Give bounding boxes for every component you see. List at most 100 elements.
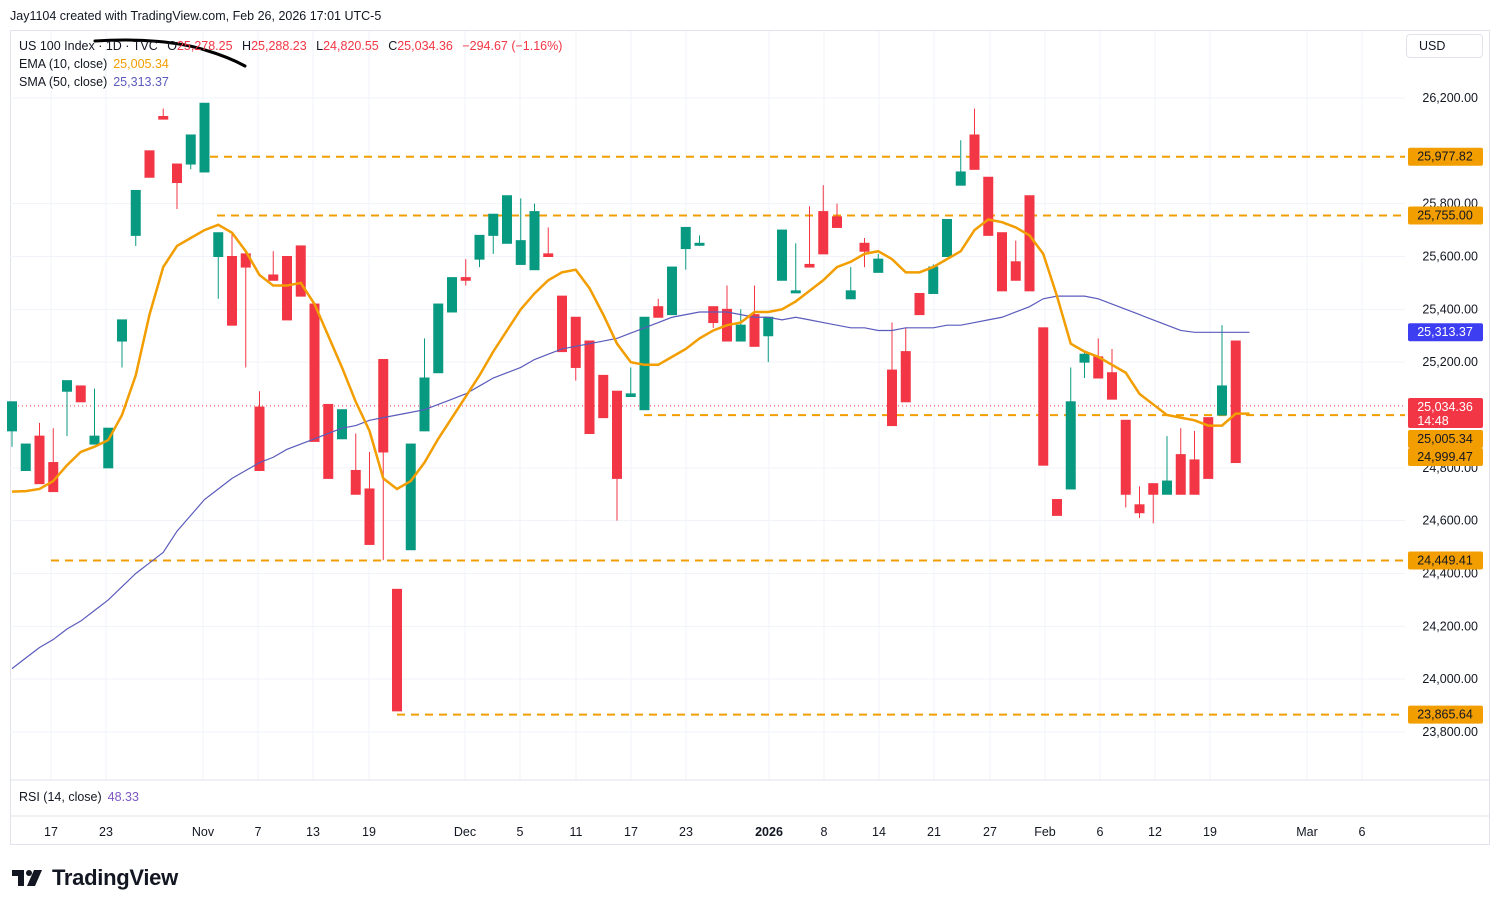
x-tick-label: 17 [624, 825, 638, 839]
candle [350, 433, 361, 495]
candle-body [474, 234, 485, 260]
candle-body [1189, 459, 1200, 495]
candle-body [1134, 504, 1145, 514]
candle [1065, 367, 1076, 490]
candle-body [213, 232, 224, 258]
y-tick-label: 25,600.00 [1422, 250, 1478, 264]
candle-body [20, 443, 31, 471]
x-tick-label: 12 [1148, 825, 1162, 839]
close-tag-price: 25,034.36 [1417, 400, 1473, 414]
candle [680, 226, 691, 270]
candle [1120, 419, 1131, 508]
candle [598, 374, 609, 419]
candlesticks [7, 102, 1241, 712]
candle-body [89, 435, 100, 445]
x-tick-label: 17 [44, 825, 58, 839]
candle-body [350, 469, 361, 495]
candle [227, 232, 237, 326]
candle [433, 303, 444, 374]
ema-row[interactable]: EMA (10, close) 25,005.34 [19, 55, 562, 73]
candle [1189, 430, 1200, 495]
level-tag: 25,977.82 [1408, 147, 1483, 166]
price-axis: 26,200.0025,800.0025,600.0025,400.0025,2… [1422, 91, 1478, 739]
candle [983, 176, 994, 236]
candle-body [405, 443, 416, 551]
candle [7, 401, 17, 447]
candle-body [955, 171, 966, 186]
candle-body [433, 303, 444, 374]
candle-body [777, 229, 787, 281]
candle [942, 219, 952, 257]
x-tick-label: 21 [927, 825, 941, 839]
candle [268, 251, 279, 281]
candle-body [1052, 499, 1062, 516]
x-tick-label: 6 [1097, 825, 1104, 839]
candle [1010, 240, 1021, 281]
candle [790, 243, 801, 294]
candle [460, 259, 471, 286]
candle [1038, 327, 1049, 466]
symbol-name[interactable]: US 100 Index · 1D · TVC [19, 39, 158, 53]
candle [419, 338, 430, 432]
candle-body [295, 245, 306, 297]
currency-selector[interactable]: USD [1406, 34, 1483, 58]
candle-body [557, 295, 567, 353]
level-tag: 25,755.00 [1408, 206, 1483, 225]
candle-body [1038, 327, 1049, 466]
x-tick-label: 7 [255, 825, 262, 839]
candle-body [859, 242, 870, 252]
candle [1162, 436, 1172, 495]
candle-body [62, 380, 72, 392]
candle-body [735, 324, 746, 342]
sma-price-tag: 25,313.37 [1408, 323, 1483, 342]
chart-legend: US 100 Index · 1D · TVC O25,278.25 H25,2… [19, 37, 562, 91]
level-tag-bg [1408, 206, 1483, 225]
candle-body [130, 189, 141, 236]
candle-body [1065, 401, 1076, 490]
candle [557, 295, 567, 353]
candle-body [392, 588, 402, 712]
candle-body [502, 195, 512, 244]
price-tags: 25,977.82 25,755.00 24,999.47 24,449.41 23,8… [1408, 147, 1483, 724]
candle-body [983, 176, 994, 236]
rsi-legend[interactable]: RSI (14, close) 48.33 [19, 790, 139, 804]
candle [653, 298, 664, 318]
ema-price-tag-bg [1408, 430, 1483, 448]
candle-body [254, 406, 265, 471]
candle-body [117, 319, 127, 342]
indicator-lines [11, 218, 1250, 670]
candle [295, 245, 306, 297]
candle-body [309, 303, 320, 442]
candle-body [942, 219, 952, 257]
x-tick-label: 2026 [755, 825, 783, 839]
level-tag-bg [1408, 147, 1483, 166]
candle-body [625, 393, 636, 398]
candle [240, 253, 251, 368]
sma-row[interactable]: SMA (50, close) 25,313.37 [19, 73, 562, 91]
high-value: 25,288.23 [251, 39, 307, 53]
x-tick-label: 14 [872, 825, 886, 839]
time-axis: 17 23 Nov 7 13 19 Dec 5 11 17 23 2026 8 14 21 27 Feb 6 12 1… [44, 825, 1365, 839]
level-tag-bg [1408, 551, 1483, 570]
level-tag: 24,999.47 [1408, 448, 1483, 466]
candle [1052, 499, 1062, 516]
symbol-row: US 100 Index · 1D · TVC O25,278.25 H25,2… [19, 37, 562, 55]
low-label: L [316, 39, 324, 53]
candle-body [103, 427, 114, 469]
ema-label: EMA (10, close) [19, 57, 108, 71]
tradingview-logo[interactable]: TradingView [12, 865, 178, 891]
candle-body [887, 369, 897, 427]
candle [529, 203, 540, 271]
candle-body [708, 306, 719, 324]
close-value: 25,034.36 [397, 39, 453, 53]
candle [515, 198, 526, 265]
hand-drawn-annotation-stroke [93, 38, 247, 68]
candle-body [529, 211, 540, 271]
candle [708, 306, 719, 328]
candle-body [460, 277, 471, 281]
open-value: 25,278.25 [176, 39, 233, 53]
grid [10, 31, 1490, 817]
candle-body [227, 256, 237, 326]
candle-body [818, 211, 829, 255]
